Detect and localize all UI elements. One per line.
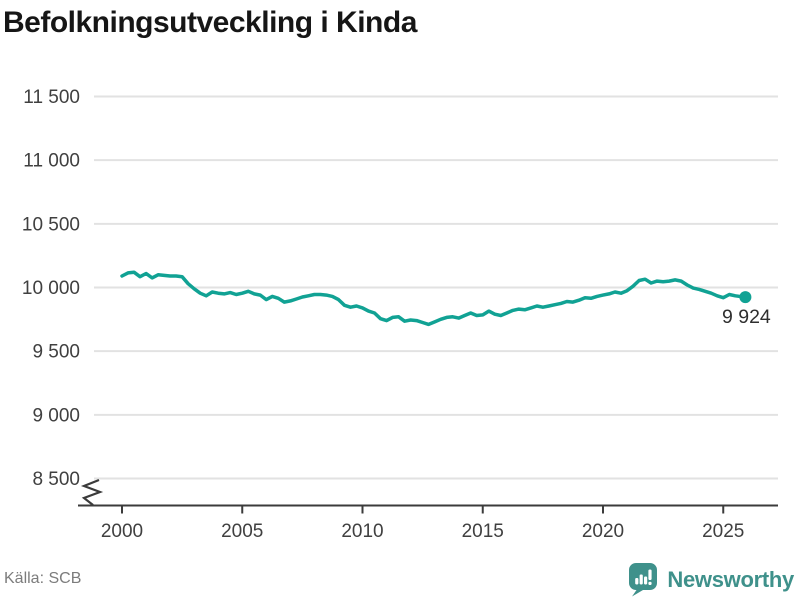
y-axis-break-icon (80, 478, 104, 506)
population-line (120, 270, 748, 327)
newsworthy-bubble-chart-icon (629, 563, 658, 597)
y-tick-label-10500: 10 500 (22, 214, 80, 235)
speech-bubble-shape (629, 563, 658, 597)
x-axis: 2000 2005 2010 2015 2020 2025 (78, 504, 778, 542)
y-tick-label-9000: 9 000 (32, 405, 80, 426)
last-value-label: 9 924 (722, 306, 771, 328)
exclamation-dot (648, 581, 653, 585)
y-tick-label-9500: 9 500 (32, 342, 80, 363)
x-tick-label-2015: 2015 (462, 521, 504, 542)
population-series: 9 924 (120, 270, 771, 328)
y-tick-label-10000: 10 000 (22, 278, 80, 299)
x-tick-label-2020: 2020 (582, 521, 624, 542)
page-title: Befolkningsutveckling i Kinda (3, 6, 417, 39)
y-axis-tick-labels: 8 500 9 000 9 500 10 000 10 500 11 000 11 500 (22, 87, 80, 490)
y-tick-label-11000: 11 000 (23, 151, 80, 172)
bar-2 (640, 574, 644, 585)
y-tick-label-8500: 8 500 (32, 469, 80, 490)
x-tick-label-2000: 2000 (101, 521, 143, 542)
last-point-dot (739, 291, 752, 304)
newsworthy-logo: Newsworthy (628, 562, 794, 597)
brand-name: Newsworthy (667, 566, 794, 592)
bar-3 (644, 576, 648, 585)
bar-1 (635, 578, 639, 585)
source-caption: Källa: SCB (4, 570, 82, 587)
x-tick-label-2005: 2005 (221, 521, 263, 542)
x-tick-label-2010: 2010 (341, 521, 383, 542)
x-tick-label-2025: 2025 (702, 521, 744, 542)
gridlines (94, 95, 778, 480)
y-tick-label-11500: 11 500 (23, 87, 80, 108)
axis-break-zigzag (80, 478, 104, 506)
exclamation-bar (648, 569, 653, 580)
